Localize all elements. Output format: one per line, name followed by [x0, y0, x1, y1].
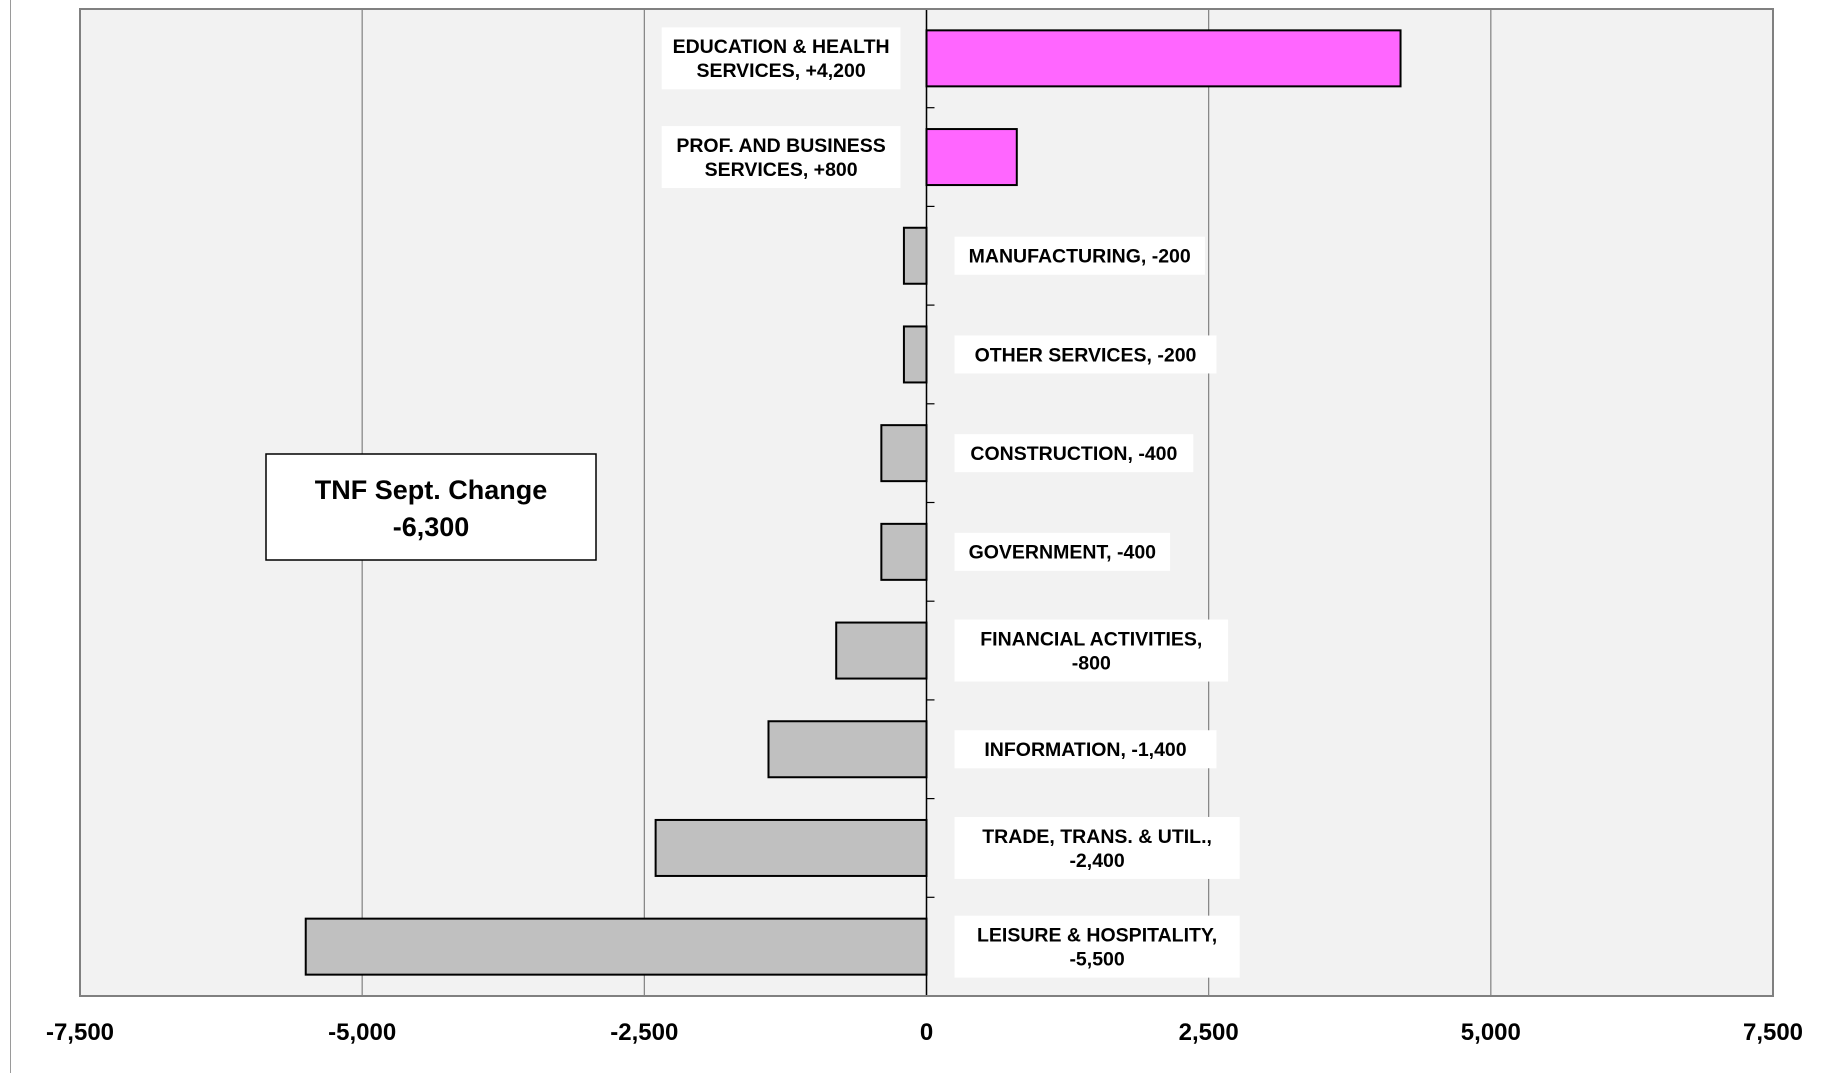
bar-label: MANUFACTURING, -200	[954, 236, 1205, 275]
bar-label-text: SERVICES, +800	[705, 159, 858, 181]
x-tick-label: 5,000	[1461, 1019, 1521, 1046]
x-tick-label: 0	[920, 1019, 933, 1046]
bar-label-background	[954, 335, 1217, 374]
bar	[304, 917, 928, 976]
plot-border	[79, 8, 1774, 997]
x-axis: -7,500 -5,000 -2,500 0 2,500 5,000 7,500	[46, 9, 1803, 1046]
bar-label: INFORMATION, -1,400	[954, 730, 1217, 769]
bar-label: LEISURE & HOSPITALITY,-5,500	[954, 915, 1240, 978]
bar-label: OTHER SERVICES, -200	[954, 335, 1217, 374]
annotation-box	[265, 453, 597, 561]
bar-label-text: SERVICES, +4,200	[696, 60, 865, 82]
bar-label-text: EDUCATION & HEALTH	[673, 36, 890, 58]
annotation-line1: TNF Sept. Change	[315, 475, 548, 505]
x-tick-label: 7,500	[1743, 1019, 1803, 1046]
x-tick-label: -2,500	[610, 1019, 678, 1046]
bar-label-text: GOVERNMENT, -400	[969, 542, 1157, 564]
annotation-line2: -6,300	[393, 512, 470, 542]
bar-label-text: CONSTRUCTION, -400	[970, 443, 1177, 465]
bar-label-text: FINANCIAL ACTIVITIES,	[980, 628, 1202, 650]
bar	[925, 29, 1402, 88]
bar-label-background	[661, 126, 901, 189]
bar-label-background	[954, 619, 1229, 682]
bar-label-text: LEISURE & HOSPITALITY,	[977, 924, 1217, 946]
bar	[902, 226, 928, 285]
bar-label-background	[954, 434, 1194, 473]
bar-label-background	[661, 27, 901, 90]
bar-label-text: OTHER SERVICES, -200	[975, 344, 1197, 366]
bar-label-text: -2,400	[1069, 850, 1124, 872]
bar-label-text: -5,500	[1069, 948, 1124, 970]
bar	[902, 325, 928, 384]
page-left-border	[10, 0, 11, 1073]
bar-label-background	[954, 816, 1240, 879]
bar-label: FINANCIAL ACTIVITIES,-800	[954, 619, 1229, 682]
bars	[304, 29, 1402, 976]
x-tick-label: 2,500	[1179, 1019, 1239, 1046]
x-tick-label: -7,500	[46, 1019, 114, 1046]
bar-label: GOVERNMENT, -400	[954, 532, 1171, 571]
bar	[835, 621, 928, 680]
bar-label-text: PROF. AND BUSINESS	[676, 135, 885, 157]
total-change-annotation: TNF Sept. Change -6,300	[265, 453, 597, 561]
bar-label: CONSTRUCTION, -400	[954, 434, 1194, 473]
bar	[925, 128, 1018, 187]
bar	[880, 522, 928, 581]
bar-label-background	[954, 915, 1240, 978]
x-tick-label: -5,000	[328, 1019, 396, 1046]
bar-label-text: INFORMATION, -1,400	[984, 739, 1186, 761]
bar-label-text: TRADE, TRANS. & UTIL.,	[982, 826, 1212, 848]
bar-label-text: -800	[1072, 652, 1111, 674]
bar	[880, 424, 928, 483]
bar	[654, 818, 928, 877]
bar-label: TRADE, TRANS. & UTIL.,-2,400	[954, 816, 1240, 879]
bar-label-background	[954, 236, 1205, 275]
bar-label-text: MANUFACTURING, -200	[969, 246, 1191, 268]
bar-label-background	[954, 532, 1171, 571]
bar-label-background	[954, 730, 1217, 769]
bar	[767, 720, 928, 779]
